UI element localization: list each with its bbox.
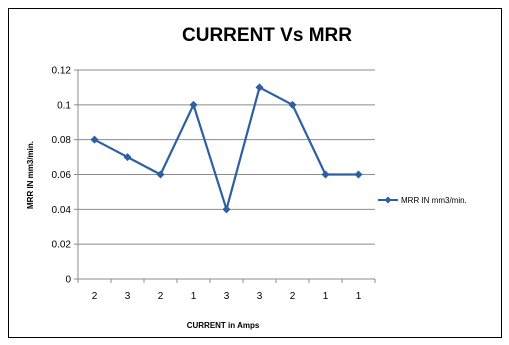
- x-tick-label: 1: [356, 291, 362, 302]
- data-point-marker: [321, 170, 330, 179]
- x-tick-label: 2: [158, 291, 164, 302]
- y-tick-label: 0: [65, 275, 71, 286]
- series-line: [93, 86, 359, 211]
- x-tick-label: 3: [257, 291, 263, 302]
- data-point-marker: [255, 83, 264, 92]
- legend: MRR IN mm3/min.: [378, 196, 467, 205]
- x-axis-title: CURRENT in Amps: [187, 321, 260, 330]
- legend-label: MRR IN mm3/min.: [401, 196, 467, 205]
- chart-title: CURRENT Vs MRR: [182, 25, 352, 46]
- chart-frame: CURRENT Vs MRR 0 0.02 0.04 0.06 0.08 0.1 0.12 …: [8, 8, 502, 338]
- x-tick-label: 2: [92, 291, 98, 302]
- y-axis-title: MRR IN mm3/min.: [26, 141, 35, 209]
- data-point-marker: [189, 100, 198, 109]
- x-tick-labels: 2 3 2 1 3 3 2 1 1: [92, 291, 362, 302]
- y-tick-labels: 0 0.02 0.04 0.06 0.08 0.1 0.12: [52, 66, 72, 286]
- x-tick-label: 2: [290, 291, 296, 302]
- x-tick-label: 3: [224, 291, 230, 302]
- data-point-marker: [90, 135, 99, 144]
- x-tick-label: 3: [125, 291, 131, 302]
- x-tick-label: 1: [323, 291, 329, 302]
- data-point-marker: [222, 205, 231, 214]
- data-point-marker: [123, 153, 132, 162]
- y-tick-label: 0.04: [52, 205, 72, 216]
- x-tick-label: 1: [191, 291, 197, 302]
- y-tick-label: 0.08: [52, 135, 72, 146]
- axes: [74, 69, 376, 283]
- data-point-marker: [354, 170, 363, 179]
- series-layer: [90, 83, 363, 214]
- chart-svg: CURRENT Vs MRR 00.020.040.060.080.10.12 …: [26, 25, 467, 330]
- y-tick-label: 0.06: [52, 170, 72, 181]
- legend-diamond-marker: [384, 196, 392, 204]
- data-point-marker: [288, 100, 297, 109]
- y-tick-label: 0.12: [52, 66, 72, 77]
- y-tick-label: 0.02: [52, 240, 72, 251]
- gridlines: [78, 69, 375, 245]
- y-tick-label: 0.1: [57, 100, 71, 111]
- data-point-marker: [156, 170, 165, 179]
